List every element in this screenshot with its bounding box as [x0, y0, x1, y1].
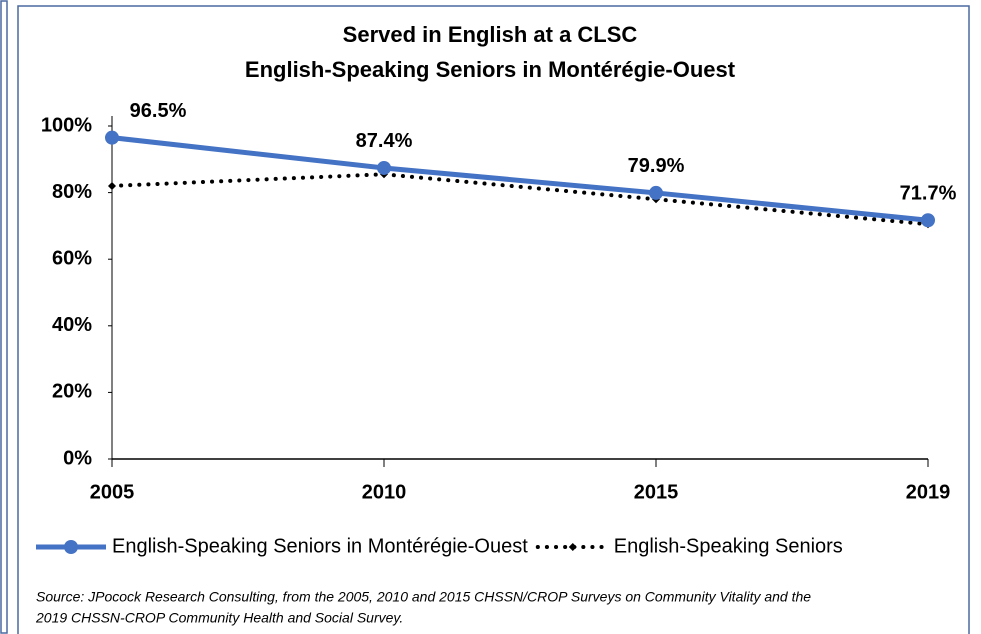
legend-marker	[64, 540, 78, 554]
y-tick-label: 40%	[52, 314, 92, 336]
data-label: 96.5%	[130, 100, 187, 122]
data-point	[649, 185, 663, 200]
x-tick-label: 2010	[362, 481, 407, 503]
data-label: 87.4%	[356, 130, 413, 152]
chart-title: Served in English at a CLSC	[343, 22, 638, 47]
source-note: Source: JPocock Research Consulting, fro…	[36, 589, 811, 605]
x-tick-label: 2019	[906, 481, 951, 503]
y-tick-label: 100%	[41, 114, 92, 136]
chart-title: English-Speaking Seniors in Montérégie-O…	[245, 57, 736, 82]
data-point	[377, 160, 391, 175]
source-note: 2019 CHSSN-CROP Community Health and Soc…	[35, 610, 403, 626]
legend-label: English-Speaking Seniors	[614, 535, 843, 557]
x-tick-label: 2015	[634, 481, 679, 503]
left-frame	[0, 0, 8, 634]
y-tick-label: 80%	[52, 181, 92, 203]
y-tick-label: 20%	[52, 381, 92, 403]
data-point	[108, 181, 116, 190]
legend-label: English-Speaking Seniors in Montérégie-O…	[112, 535, 528, 557]
y-tick-label: 60%	[52, 247, 92, 269]
data-point	[105, 130, 119, 145]
x-tick-label: 2005	[90, 481, 135, 503]
series-line	[111, 135, 929, 223]
chart-frame	[17, 5, 970, 634]
series-line	[110, 172, 930, 227]
data-label: 71.7%	[900, 183, 957, 205]
legend-marker	[568, 543, 577, 551]
y-tick-label: 0%	[63, 447, 92, 469]
data-point	[921, 213, 935, 228]
data-label: 79.9%	[628, 155, 685, 177]
